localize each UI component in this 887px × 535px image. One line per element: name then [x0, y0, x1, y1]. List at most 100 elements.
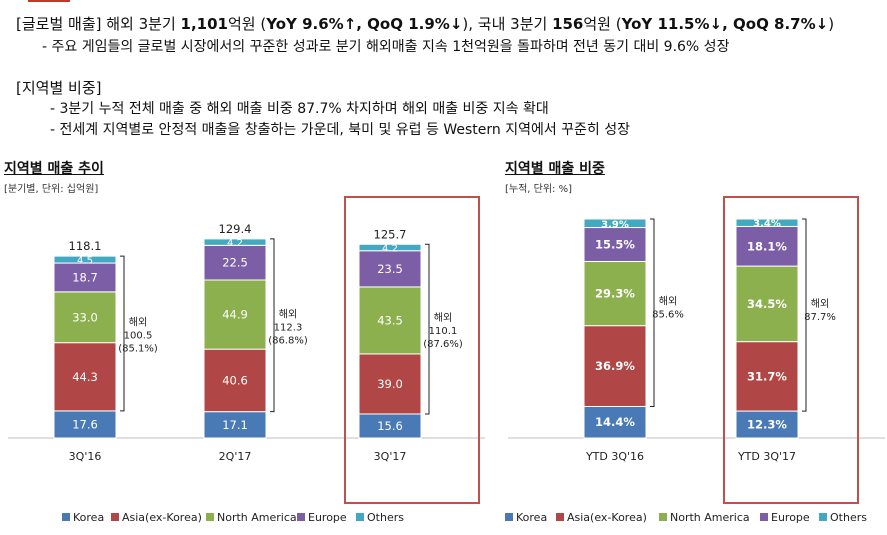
bar-data-label: 18.7 — [72, 270, 98, 284]
bar-data-label: 3.4% — [753, 219, 781, 230]
top-accent-line — [28, 0, 70, 2]
x-tick-label: 2Q'17 — [219, 450, 252, 463]
highlight-box — [344, 196, 480, 504]
summary-bullet-2a: - 3분기 누적 전체 매출 중 해외 매출 비중 87.7% 차지하며 해외 … — [50, 101, 549, 117]
legend-swatch — [111, 513, 119, 521]
bar-segment-korea — [735, 410, 799, 439]
legend-label: Asia(ex-Korea) — [122, 511, 202, 524]
overseas-label: 해외 — [811, 297, 829, 310]
bar-segment-north-america — [583, 260, 647, 327]
legend-swatch — [659, 513, 667, 521]
overseas-bracket — [802, 218, 807, 412]
x-tick-label: YTD 3Q'16 — [585, 450, 644, 463]
bar-segment-europe — [583, 227, 647, 262]
highlight-box — [723, 196, 859, 504]
left-stacked-bar-chart: 17.6 44.3 33.0 18.7 4.5 118.1 3Q'16 해외 100.5 (85.… — [8, 196, 485, 524]
bar-segment-europe — [358, 250, 422, 288]
x-tick-label: 3Q'17 — [374, 450, 407, 463]
x-tick-label: YTD 3Q'17 — [737, 450, 796, 463]
summary-line-1-part: YoY 11.5%↓, QoQ 8.7%↓ — [621, 15, 829, 33]
legend-swatch — [62, 513, 70, 521]
bar-segment-korea — [583, 405, 647, 439]
bar-segment-korea — [358, 413, 422, 439]
bar-data-label: 4.2 — [227, 238, 243, 249]
overseas-label: 해외 — [659, 295, 677, 308]
bar-segment-europe — [203, 244, 267, 281]
right-chart-title: 지역별 매출 비중 — [505, 161, 605, 177]
overseas-value: 87.7% — [804, 312, 836, 323]
legend-label: Others — [830, 511, 867, 524]
overseas-bracket — [270, 238, 275, 413]
legend-swatch — [556, 513, 564, 521]
bar-data-label: 44.3 — [72, 370, 98, 384]
legend-swatch — [760, 513, 768, 521]
bar-segment-europe — [735, 225, 799, 267]
bar-data-label: 33.0 — [72, 310, 98, 324]
bar-data-label: 43.5 — [377, 313, 403, 327]
left-chart-title: 지역별 매출 추이 — [4, 161, 104, 177]
bar-data-label: 15.5% — [595, 238, 635, 252]
legend-swatch — [206, 513, 214, 521]
bar-data-label: 17.6 — [72, 417, 98, 431]
overseas-pct: (86.8%) — [268, 335, 308, 346]
bar-segment-asia-ex-korea- — [358, 353, 422, 415]
summary-line-1-part: 억원 ( — [583, 15, 622, 33]
bar-total-label: 125.7 — [374, 227, 407, 241]
summary-line-1-part: 156 — [552, 15, 584, 33]
legend-label: North America — [217, 511, 297, 524]
bar-segment-north-america — [735, 265, 799, 343]
bar-data-label: 40.6 — [222, 373, 248, 387]
bar-segment-others — [735, 218, 799, 227]
bar-segment-asia-ex-korea- — [203, 348, 267, 413]
overseas-value: 110.1 — [429, 326, 458, 337]
right-stacked-bar-chart: 14.4% 36.9% 29.3% 15.5% 3.9% YTD 3Q'16 해외 85.6%… — [505, 196, 885, 524]
x-tick-label: 3Q'16 — [69, 450, 102, 463]
overseas-value: 85.6% — [652, 310, 684, 321]
bar-segment-korea — [203, 411, 267, 439]
summary-line-1-part: YoY 9.6%↑, QoQ 1.9%↓ — [266, 15, 463, 33]
summary-line-1-part: ) — [828, 15, 835, 33]
legend-label: Asia(ex-Korea) — [567, 511, 647, 524]
bar-data-label: 29.3% — [595, 287, 635, 301]
legend-label: Korea — [516, 511, 547, 524]
bar-segment-north-america — [358, 286, 422, 355]
bar-segment-north-america — [203, 279, 267, 350]
legend-label: Korea — [73, 511, 104, 524]
overseas-value: 100.5 — [124, 331, 153, 342]
summary-line-1-part: 억원 ( — [227, 15, 267, 33]
bar-total-label: 129.4 — [219, 222, 252, 236]
bar-data-label: 12.3% — [747, 418, 787, 432]
bar-data-label: 4.2 — [382, 244, 398, 255]
bar-segment-north-america — [53, 291, 117, 344]
summary-header-2: [지역별 비중] — [16, 79, 102, 97]
summary-line-1: [글로벌 매출] 해외 3분기 1,101억원 (YoY 9.6%↑, QoQ … — [16, 14, 834, 34]
bar-segment-others — [583, 218, 647, 229]
bar-data-label: 23.5 — [377, 262, 403, 276]
overseas-label: 해외 — [279, 307, 297, 320]
overseas-value: 112.3 — [274, 322, 303, 333]
bar-segment-asia-ex-korea- — [583, 325, 647, 407]
bar-data-label: 22.5 — [222, 256, 248, 270]
left-chart-unit: [분기별, 단위: 십억원] — [4, 184, 99, 195]
bar-data-label: 39.0 — [377, 377, 403, 391]
bar-data-label: 4.5 — [77, 256, 93, 267]
legend-swatch — [356, 513, 364, 521]
bar-data-label: 31.7% — [747, 369, 787, 383]
bar-segment-asia-ex-korea- — [735, 341, 799, 412]
legend-label: Others — [367, 511, 404, 524]
overseas-label: 해외 — [129, 316, 147, 329]
legend-swatch — [505, 513, 513, 521]
overseas-bracket — [425, 243, 430, 415]
bar-segment-others — [358, 243, 422, 252]
bar-segment-europe — [53, 262, 117, 293]
summary-line-1-part: ), 국내 3분기 — [462, 15, 553, 33]
bar-data-label: 3.9% — [601, 219, 629, 230]
summary-line-1-part: 1,101 — [180, 15, 228, 33]
bar-data-label: 18.1% — [747, 239, 787, 253]
overseas-pct: (85.1%) — [118, 344, 158, 355]
legend-swatch — [297, 513, 305, 521]
summary-bullet-1: - 주요 게임들의 글로벌 시장에서의 꾸준한 성과로 분기 해외매출 지속 1… — [42, 39, 730, 55]
overseas-bracket — [120, 255, 125, 412]
legend-swatch — [819, 513, 827, 521]
bar-data-label: 14.4% — [595, 415, 635, 429]
